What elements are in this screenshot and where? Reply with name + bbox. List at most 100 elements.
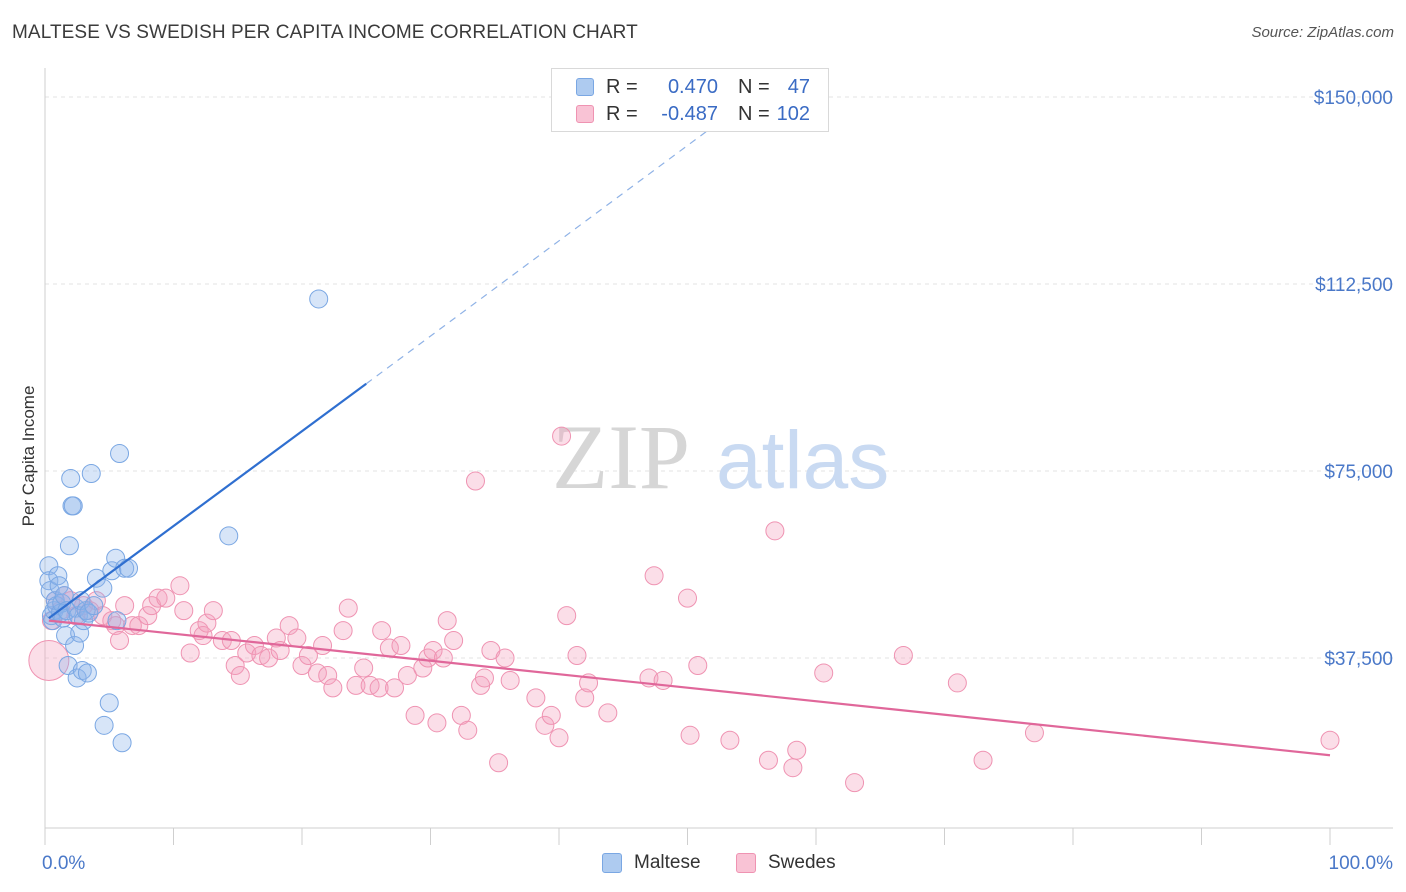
maltese-point [94,715,114,735]
maltese-trend-line [48,382,367,619]
swedes-trend-line [48,619,1331,757]
swedes-point [156,588,176,608]
maltese-point [48,566,68,586]
maltese-point [112,733,132,753]
legend-r-label: R = [606,102,638,125]
swedes-point [500,670,520,690]
swedes-point [148,588,168,608]
swedes-point [893,646,913,666]
swedes-point [567,646,587,666]
swedes-point [444,631,464,651]
swedes-point [526,688,546,708]
swedes-point [230,665,250,685]
swedes-point [138,606,158,626]
swedes-point [465,471,485,491]
maltese-point [59,536,79,556]
legend-n-label: N = [738,102,770,125]
swedes-point [28,639,70,681]
swedes-point [758,750,778,770]
axes [44,68,1393,845]
swedes-point [180,643,200,663]
maltese-point [72,660,92,680]
swedes-point [495,648,515,668]
swedes-point [557,606,577,626]
swedes-point [783,758,803,778]
swedes-point [237,643,257,663]
swedes-point [535,715,555,735]
swedes-point [110,631,130,651]
swedes-point [391,636,411,656]
legend-label-maltese: Maltese [634,852,701,873]
swedes-point [225,655,245,675]
swedes-point [845,773,865,793]
swedes-point [354,658,374,678]
swedes-point [541,705,561,725]
legend-r-value: -0.487 [661,102,718,125]
swedes-point [170,576,190,596]
y-tick-label: $75,000 [1324,462,1393,483]
swedes-point [397,665,417,685]
maltese-point [309,289,329,309]
legend-swatch-swedes [576,105,594,123]
swedes-point [287,628,307,648]
swedes-point [598,703,618,723]
swedes-point [549,728,569,748]
maltese-point [86,568,106,588]
legend-swatch-swedes [736,853,756,873]
maltese-points [39,289,329,753]
swedes-point [1320,730,1340,750]
legend-item-maltese[interactable]: Maltese [602,852,701,874]
swedes-point [115,596,135,616]
swedes-point [678,588,697,608]
x-tick-labels: 0.0% 100.0% [42,853,1393,874]
swedes-point [814,663,834,683]
swedes-point [575,688,595,708]
swedes-point [292,655,312,675]
swedes-point [765,521,785,541]
watermark: ZIP atlas [552,406,889,508]
legend-r-label: R = [606,75,638,98]
swedes-point [298,646,318,666]
swedes-point [259,648,279,668]
legend-n-label: N = [738,75,770,98]
swedes-point [552,426,572,446]
swedes-point [688,655,708,675]
y-tick-label: $37,500 [1324,649,1393,670]
swedes-point [405,705,425,725]
swedes-point [369,678,389,698]
swedes-point [346,675,366,695]
maltese-point [107,611,127,631]
swedes-point [333,621,353,641]
legend-swatch-maltese [576,78,594,96]
legend-row-maltese: R = 0.470 N = 47 [552,74,810,100]
legend-n-value: 102 [776,102,810,125]
chart-title: MALTESE VS SWEDISH PER CAPITA INCOME COR… [12,22,638,43]
stats-legend: R = 0.470 N = 47 R = -0.487 N = 102 [551,68,829,132]
swedes-point [102,611,122,631]
swedes-point [323,678,343,698]
watermark-zip: ZIP [552,406,690,508]
swedes-point [458,720,478,740]
swedes-point [197,613,217,633]
trend-lines [48,116,1331,757]
swedes-point [437,611,457,631]
swedes-point [720,730,740,750]
maltese-point [65,636,85,656]
swedes-point [973,750,993,770]
x-tick-label: 100.0% [1329,853,1394,874]
maltese-point [119,558,139,578]
legend-label-swedes: Swedes [768,852,836,873]
maltese-point [81,463,101,483]
swedes-point [174,601,194,621]
maltese-trend-extension [365,116,727,385]
swedes-point [489,753,509,773]
maltese-point [63,496,83,516]
y-tick-label: $112,500 [1315,275,1393,296]
chart-source: Source: ZipAtlas.com [1251,24,1394,41]
swedes-point [947,673,967,693]
swedes-point [433,648,453,668]
legend-item-swedes[interactable]: Swedes [736,852,836,874]
y-tick-label: $150,000 [1314,88,1393,109]
legend-swatch-maltese [602,853,622,873]
